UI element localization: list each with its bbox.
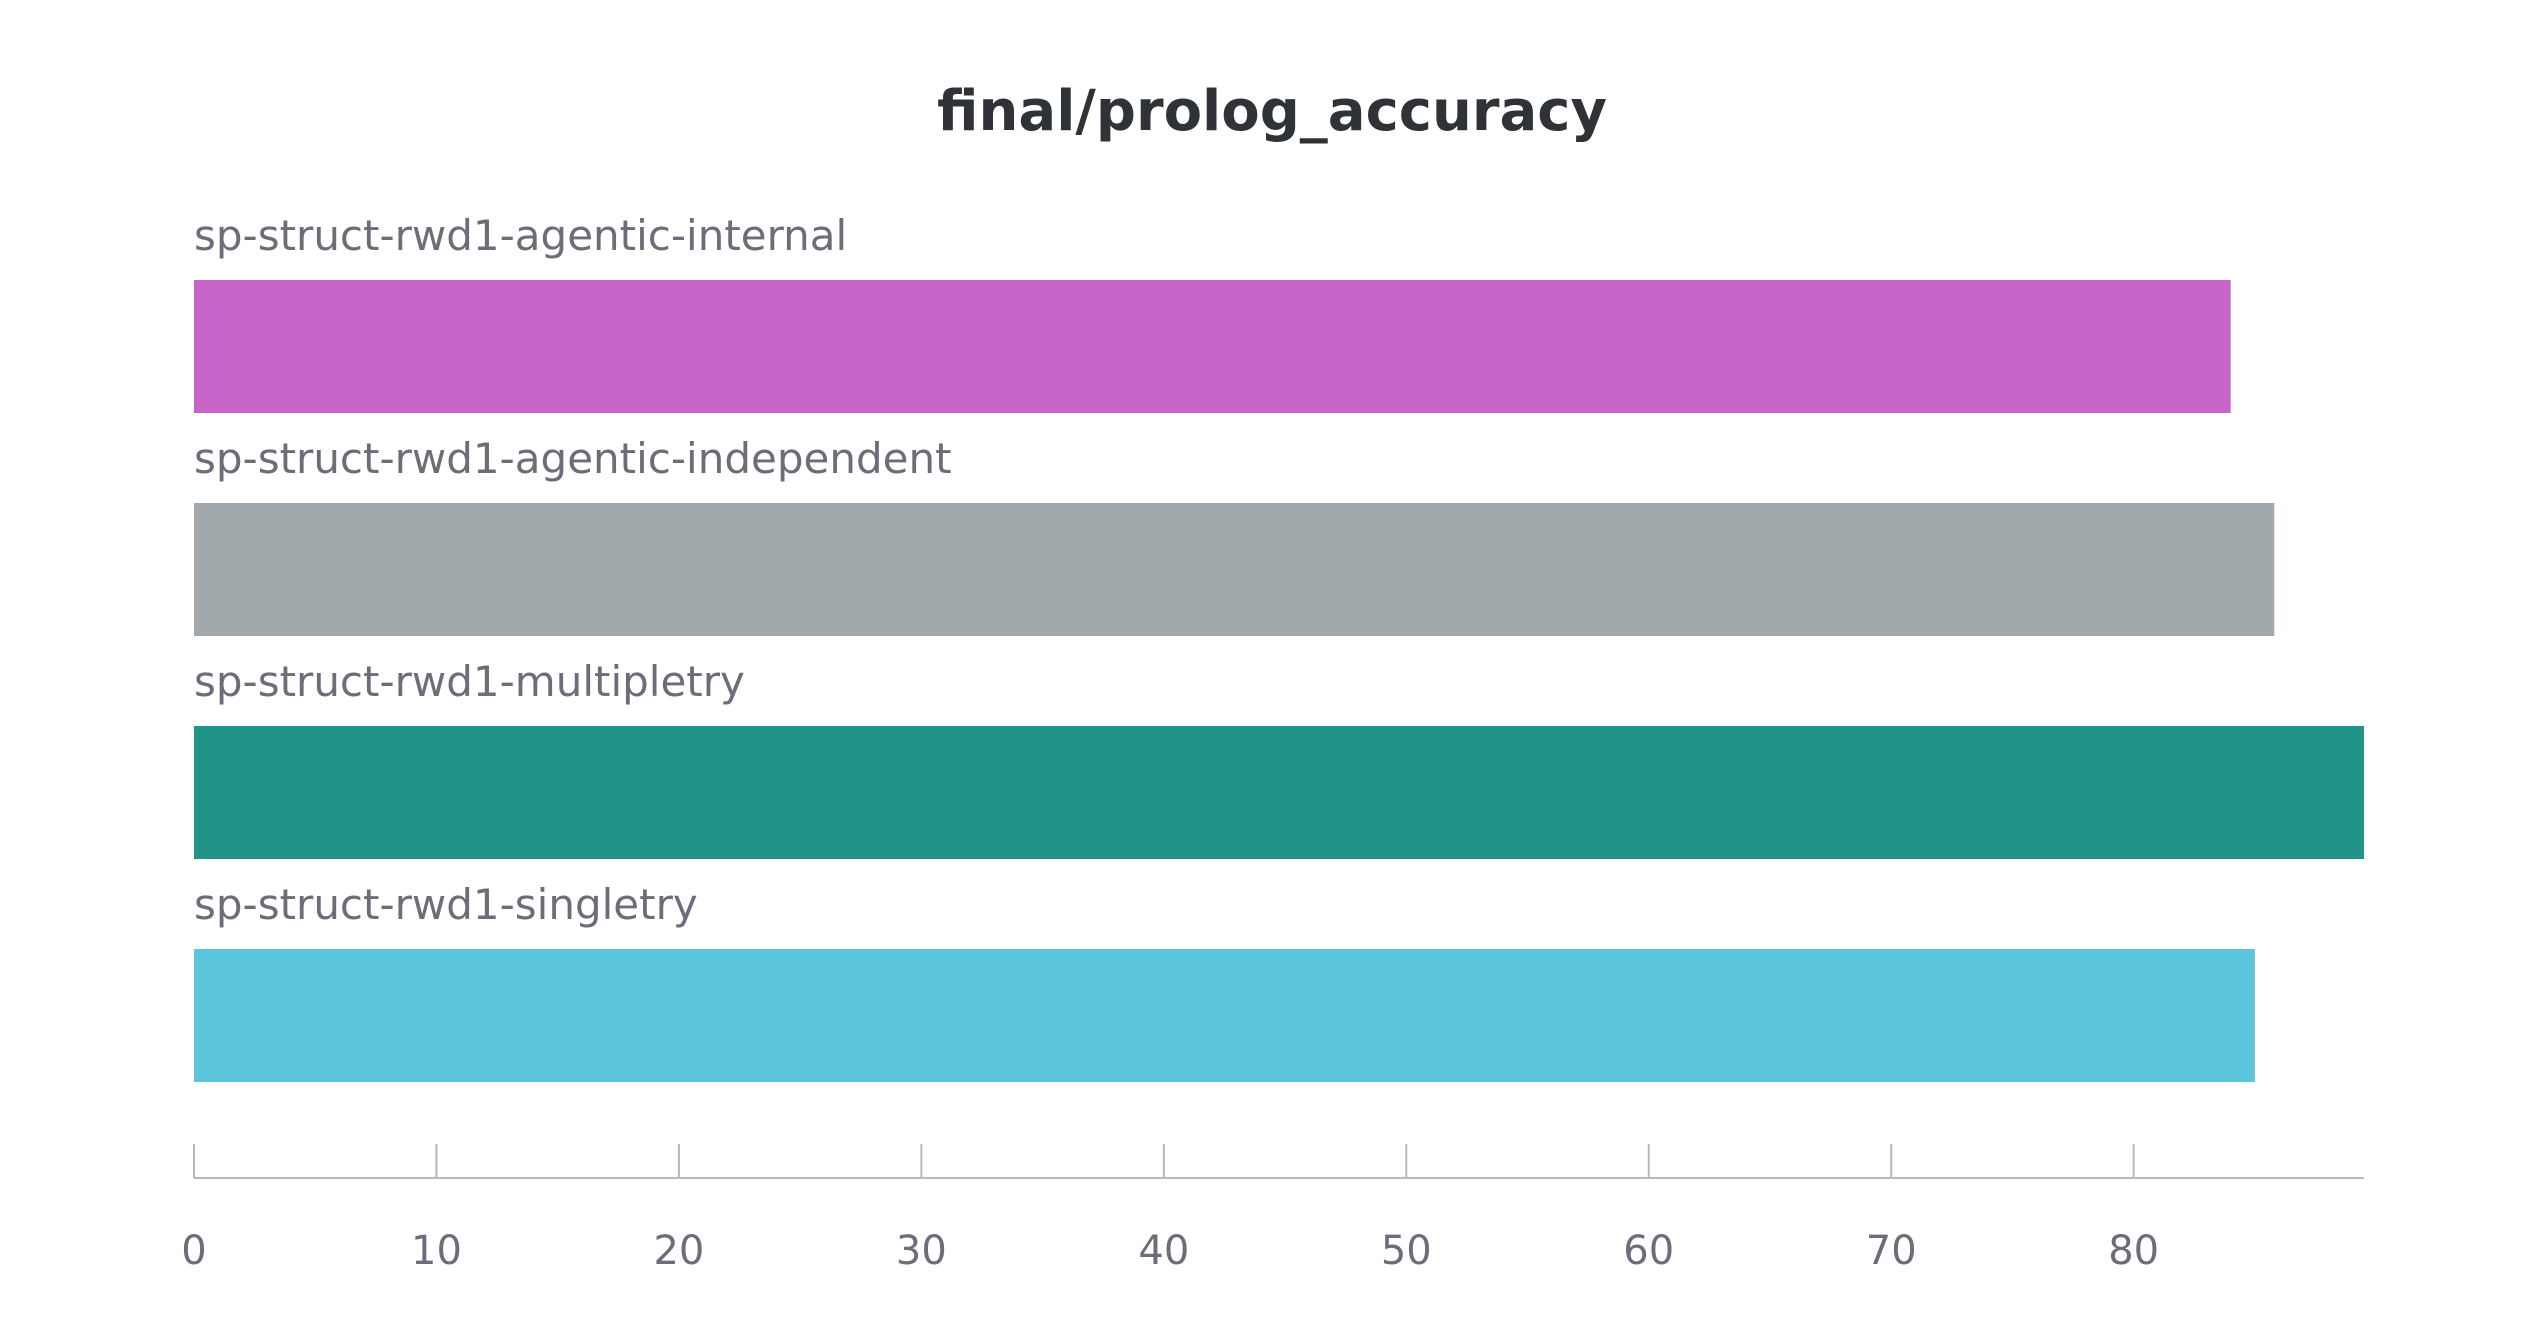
x-tick-label: 60 <box>1623 1228 1674 1274</box>
bar[interactable] <box>194 726 2364 859</box>
chart-title: final/prolog_accuracy <box>937 79 1607 144</box>
bar[interactable] <box>194 949 2255 1082</box>
x-tick-label: 50 <box>1381 1228 1432 1274</box>
bar[interactable] <box>194 280 2231 413</box>
x-tick-label: 0 <box>181 1228 206 1274</box>
x-tick-label: 70 <box>1866 1228 1917 1274</box>
bar[interactable] <box>194 503 2275 636</box>
bars-layer: sp-struct-rwd1-agentic-internal sp-struct… <box>194 211 2364 1082</box>
x-tick-label: 20 <box>653 1228 704 1274</box>
bar-label: sp-struct-rwd1-multipletry <box>194 657 745 706</box>
x-tick-label: 80 <box>2108 1228 2159 1274</box>
bar-label: sp-struct-rwd1-singletry <box>194 880 698 929</box>
x-tick-label: 30 <box>896 1228 947 1274</box>
x-tick-label: 40 <box>1138 1228 1189 1274</box>
bar-label: sp-struct-rwd1-agentic-independent <box>194 434 952 483</box>
x-tick-label: 10 <box>411 1228 462 1274</box>
bar-label: sp-struct-rwd1-agentic-internal <box>194 211 847 260</box>
x-axis: 0 10 20 30 40 50 60 70 80 <box>181 1144 2364 1274</box>
